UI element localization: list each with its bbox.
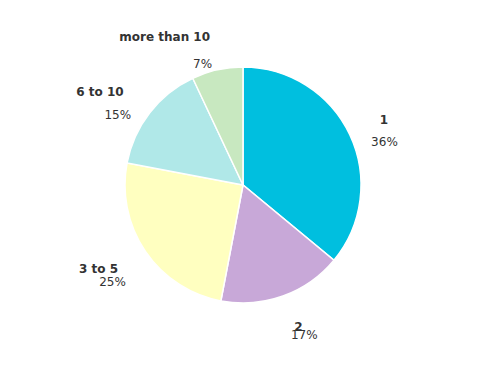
category-label: 6 to 10 xyxy=(76,85,123,99)
data-label: 15% xyxy=(104,108,131,122)
data-label: 17% xyxy=(291,328,318,342)
category-label: 1 xyxy=(380,113,388,127)
data-label: 25% xyxy=(99,275,126,289)
data-label: 7% xyxy=(193,57,212,71)
pie xyxy=(125,67,361,303)
slices xyxy=(125,67,361,303)
pie-slice xyxy=(125,163,243,301)
data-label: 36% xyxy=(371,135,398,149)
category-label: more than 10 xyxy=(119,30,210,44)
chart: 136%217%3 to 525%6 to 1015%more than 107… xyxy=(0,0,486,370)
pie-slice xyxy=(193,67,243,185)
labels: 136%217%3 to 525%6 to 1015%more than 107… xyxy=(76,30,398,342)
